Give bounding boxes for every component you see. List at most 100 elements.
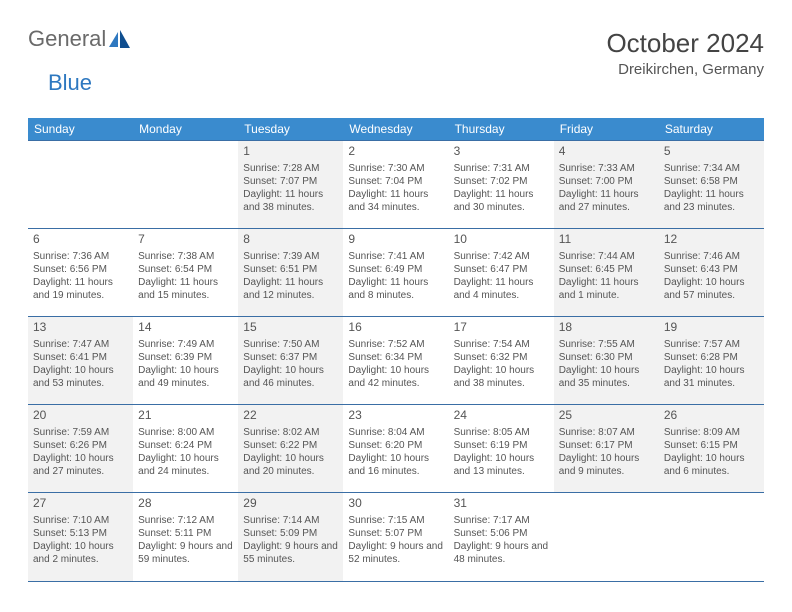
day-number: 31 bbox=[454, 496, 549, 512]
sunrise-text: Sunrise: 7:31 AM bbox=[454, 162, 549, 175]
calendar-day-cell: 3Sunrise: 7:31 AMSunset: 7:02 PMDaylight… bbox=[449, 141, 554, 229]
day-number: 26 bbox=[664, 408, 759, 424]
sunrise-text: Sunrise: 7:15 AM bbox=[348, 514, 443, 527]
calendar-day-cell: 12Sunrise: 7:46 AMSunset: 6:43 PMDayligh… bbox=[659, 229, 764, 317]
sunset-text: Sunset: 6:15 PM bbox=[664, 439, 759, 452]
daylight-text: Daylight: 10 hours and 31 minutes. bbox=[664, 364, 759, 390]
calendar-day-cell: 11Sunrise: 7:44 AMSunset: 6:45 PMDayligh… bbox=[554, 229, 659, 317]
sunset-text: Sunset: 5:13 PM bbox=[33, 527, 128, 540]
day-number: 1 bbox=[243, 144, 338, 160]
sunrise-text: Sunrise: 7:30 AM bbox=[348, 162, 443, 175]
sunrise-text: Sunrise: 8:04 AM bbox=[348, 426, 443, 439]
daylight-text: Daylight: 11 hours and 1 minute. bbox=[559, 276, 654, 302]
dow-header: Friday bbox=[554, 118, 659, 141]
brand-text-blue: Blue bbox=[48, 70, 92, 95]
sunset-text: Sunset: 5:09 PM bbox=[243, 527, 338, 540]
calendar-day-cell: 10 Sunrise: 7:42 AMSunset: 6:47 PMDayligh… bbox=[449, 229, 554, 317]
calendar-day-cell bbox=[133, 141, 238, 229]
day-number: 10 bbox=[454, 232, 549, 248]
daylight-text: Daylight: 11 hours and 4 minutes. bbox=[454, 276, 549, 302]
day-number: 29 bbox=[243, 496, 338, 512]
dow-header: Wednesday bbox=[343, 118, 448, 141]
sunrise-text: Sunrise: 7:28 AM bbox=[243, 162, 338, 175]
sunrise-text: Sunrise: 7:33 AM bbox=[559, 162, 654, 175]
daylight-text: Daylight: 10 hours and 49 minutes. bbox=[138, 364, 233, 390]
sunset-text: Sunset: 6:41 PM bbox=[33, 351, 128, 364]
sunrise-text: Sunrise: 7:17 AM bbox=[454, 514, 549, 527]
sunrise-text: Sunrise: 7:50 AM bbox=[243, 338, 338, 351]
calendar-week-row: 6Sunrise: 7:36 AMSunset: 6:56 PMDaylight… bbox=[28, 229, 764, 317]
calendar-day-cell bbox=[554, 493, 659, 581]
day-number: 19 bbox=[664, 320, 759, 336]
daylight-text: Daylight: 10 hours and 27 minutes. bbox=[33, 452, 128, 478]
daylight-text: Daylight: 9 hours and 48 minutes. bbox=[454, 540, 549, 566]
day-number: 14 bbox=[138, 320, 233, 336]
calendar-day-cell: 29Sunrise: 7:14 AMSunset: 5:09 PMDayligh… bbox=[238, 493, 343, 581]
calendar-day-cell: 23Sunrise: 8:04 AMSunset: 6:20 PMDayligh… bbox=[343, 405, 448, 493]
sunset-text: Sunset: 6:22 PM bbox=[243, 439, 338, 452]
sunrise-text: Sunrise: 7:34 AM bbox=[664, 162, 759, 175]
sunset-text: Sunset: 5:11 PM bbox=[138, 527, 233, 540]
sunrise-text: Sunrise: 7:36 AM bbox=[33, 250, 128, 263]
daylight-text: Daylight: 11 hours and 30 minutes. bbox=[454, 188, 549, 214]
sunset-text: Sunset: 6:58 PM bbox=[664, 175, 759, 188]
daylight-text: Daylight: 11 hours and 27 minutes. bbox=[559, 188, 654, 214]
day-number: 24 bbox=[454, 408, 549, 424]
calendar-day-cell: 13Sunrise: 7:47 AMSunset: 6:41 PMDayligh… bbox=[28, 317, 133, 405]
brand-text-general: General bbox=[28, 28, 106, 50]
sunrise-text: Sunrise: 7:57 AM bbox=[664, 338, 759, 351]
sunrise-text: Sunrise: 7:12 AM bbox=[138, 514, 233, 527]
sunrise-text: Sunrise: 8:02 AM bbox=[243, 426, 338, 439]
sunrise-text: Sunrise: 7:42 AM bbox=[454, 250, 549, 263]
daylight-text: Daylight: 9 hours and 55 minutes. bbox=[243, 540, 338, 566]
sunset-text: Sunset: 6:39 PM bbox=[138, 351, 233, 364]
daylight-text: Daylight: 10 hours and 20 minutes. bbox=[243, 452, 338, 478]
sunrise-text: Sunrise: 7:52 AM bbox=[348, 338, 443, 351]
calendar-body: 1 Sunrise: 7:28 AMSunset: 7:07 PM Daylight… bbox=[28, 141, 764, 581]
daylight-text: Daylight: 9 hours and 59 minutes. bbox=[138, 540, 233, 566]
daylight-text: Daylight: 11 hours and 8 minutes. bbox=[348, 276, 443, 302]
calendar-day-cell: 15Sunrise: 7:50 AMSunset: 6:37 PMDayligh… bbox=[238, 317, 343, 405]
day-number: 13 bbox=[33, 320, 128, 336]
calendar-day-cell: 6Sunrise: 7:36 AMSunset: 6:56 PMDaylight… bbox=[28, 229, 133, 317]
day-number: 12 bbox=[664, 232, 759, 248]
day-number: 21 bbox=[138, 408, 233, 424]
day-number: 28 bbox=[138, 496, 233, 512]
daylight-text: Daylight: 10 hours and 16 minutes. bbox=[348, 452, 443, 478]
calendar-day-cell: 17Sunrise: 7:54 AMSunset: 6:32 PMDayligh… bbox=[449, 317, 554, 405]
sunset-text: Sunset: 6:34 PM bbox=[348, 351, 443, 364]
calendar-day-cell: 28 Sunrise: 7:12 AMSunset: 5:11 PMDayligh… bbox=[133, 493, 238, 581]
daylight-text: Daylight: 10 hours and 2 minutes. bbox=[33, 540, 128, 566]
day-number: 9 bbox=[348, 232, 443, 248]
sunset-text: Sunset: 6:24 PM bbox=[138, 439, 233, 452]
calendar-day-cell: 31Sunrise: 7:17 AMSunset: 5:06 PMDayligh… bbox=[449, 493, 554, 581]
sunset-text: Sunset: 6:47 PM bbox=[454, 263, 549, 276]
dow-header: Tuesday bbox=[238, 118, 343, 141]
sunrise-text: Sunrise: 7:10 AM bbox=[33, 514, 128, 527]
sunset-text: Sunset: 6:26 PM bbox=[33, 439, 128, 452]
sunrise-text: Sunrise: 7:44 AM bbox=[559, 250, 654, 263]
logo-triangle-icon bbox=[109, 32, 118, 47]
daylight-text: Daylight: 11 hours and 34 minutes. bbox=[348, 188, 443, 214]
sunset-text: Sunset: 7:00 PM bbox=[559, 175, 654, 188]
sunset-text: Sunset: 6:17 PM bbox=[559, 439, 654, 452]
sunrise-text: Sunrise: 7:41 AM bbox=[348, 250, 443, 263]
calendar-head: SundayMondayTuesdayWednesdayThursdayFrid… bbox=[28, 118, 764, 141]
sunset-text: Sunset: 7:07 PM bbox=[243, 175, 338, 188]
daylight-text: Daylight: 10 hours and 46 minutes. bbox=[243, 364, 338, 390]
day-number: 2 bbox=[348, 144, 443, 160]
calendar-day-cell bbox=[28, 141, 133, 229]
day-number: 17 bbox=[454, 320, 549, 336]
daylight-text: Daylight: 10 hours and 6 minutes. bbox=[664, 452, 759, 478]
daylight-text: Daylight: 10 hours and 42 minutes. bbox=[348, 364, 443, 390]
sunset-text: Sunset: 6:54 PM bbox=[138, 263, 233, 276]
sunset-text: Sunset: 6:45 PM bbox=[559, 263, 654, 276]
calendar-day-cell: 4Sunrise: 7:33 AMSunset: 7:00 PMDaylight… bbox=[554, 141, 659, 229]
calendar-day-cell bbox=[659, 493, 764, 581]
sunrise-text: Sunrise: 7:55 AM bbox=[559, 338, 654, 351]
sunrise-text: Sunrise: 7:46 AM bbox=[664, 250, 759, 263]
dow-header: Monday bbox=[133, 118, 238, 141]
calendar-day-cell: 9Sunrise: 7:41 AMSunset: 6:49 PMDaylight… bbox=[343, 229, 448, 317]
calendar-day-cell: 7Sunrise: 7:38 AMSunset: 6:54 PMDaylight… bbox=[133, 229, 238, 317]
day-number: 18 bbox=[559, 320, 654, 336]
